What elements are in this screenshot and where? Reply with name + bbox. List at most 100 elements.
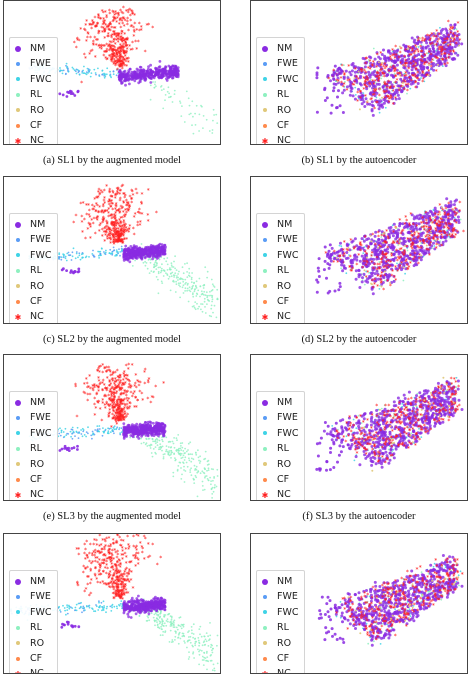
point-nc: * [421, 79, 424, 86]
point-rl [204, 306, 206, 308]
point-nc: * [428, 50, 431, 57]
point-rl [161, 438, 164, 441]
point-nc: * [402, 228, 405, 235]
point-fwc [59, 256, 61, 258]
point-nc: * [120, 62, 123, 69]
point-nc: * [95, 209, 98, 216]
point-rl [155, 437, 158, 440]
point-nc: * [125, 9, 128, 16]
point-nc: * [114, 193, 117, 200]
point-nc: * [110, 204, 113, 211]
point-nm [155, 68, 158, 72]
point-nc: * [128, 204, 131, 211]
point-nc: * [455, 211, 458, 218]
point-nm [427, 251, 431, 255]
point-nc: * [413, 51, 416, 58]
point-nc: * [112, 233, 115, 240]
point-fwc [65, 434, 68, 436]
point-nc: * [121, 19, 124, 26]
point-nc: * [147, 188, 150, 195]
point-nm [402, 253, 406, 257]
point-nm [399, 77, 403, 81]
point-nc: * [110, 43, 113, 50]
legend-label: NC [30, 311, 44, 323]
point-fwe [88, 70, 90, 73]
point-nc: * [97, 43, 100, 50]
point-nc: * [119, 239, 122, 246]
point-nc: * [96, 21, 99, 28]
point-nm [418, 213, 422, 217]
point-nc: * [123, 51, 126, 58]
point-nc: * [117, 209, 120, 216]
point-nc: * [410, 229, 413, 236]
point-nm [406, 84, 410, 88]
point-fwc [62, 69, 65, 72]
point-fwc [378, 284, 381, 287]
point-rl [161, 263, 163, 266]
point-nm [396, 58, 399, 62]
point-nm [412, 45, 415, 48]
point-nc: * [385, 260, 388, 267]
point-fwc [433, 245, 436, 247]
point-nm [333, 71, 337, 75]
point-nc: * [427, 225, 430, 232]
point-nc: * [359, 248, 362, 255]
point-rl [206, 469, 208, 472]
point-nc: * [114, 54, 117, 61]
legend: NM FWE FWC RL RO CF ✱ NC [9, 37, 58, 144]
point-nc: * [343, 73, 346, 80]
point-nc: * [359, 241, 362, 248]
point-nm [389, 52, 392, 55]
point-fwc [90, 434, 93, 437]
point-nm [125, 75, 128, 78]
point-nm [341, 111, 345, 114]
point-nc: * [120, 231, 123, 238]
point-fwe [65, 259, 68, 262]
point-fwe [58, 252, 61, 254]
point-nm [392, 253, 396, 257]
point-nm [372, 65, 376, 68]
point-nc: * [136, 223, 139, 230]
point-nm [363, 71, 367, 75]
point-nc: * [108, 8, 111, 15]
point-nm [355, 255, 359, 259]
point-nc: * [111, 189, 114, 196]
point-rl [178, 284, 180, 286]
point-nc: * [374, 88, 377, 95]
legend-label: FWC [277, 249, 299, 261]
point-nm [392, 51, 396, 55]
legend-item-ro: RO [257, 279, 304, 294]
point-nc: * [332, 68, 335, 75]
point-nm [67, 91, 71, 94]
point-nc: * [103, 226, 106, 233]
point-rl [211, 132, 214, 134]
point-fwe [87, 68, 90, 71]
point-nc: * [396, 258, 399, 265]
point-nc: * [113, 235, 116, 242]
point-rl [206, 303, 208, 305]
point-nc: * [348, 265, 351, 272]
legend-marker [10, 45, 26, 52]
point-nc: * [434, 211, 437, 218]
point-nc: * [365, 56, 368, 63]
point-nm [403, 55, 407, 59]
point-rl [164, 99, 166, 102]
point-nc: * [409, 253, 412, 260]
point-ro [440, 58, 442, 61]
point-nc: * [364, 78, 367, 85]
point-nc: * [406, 237, 409, 244]
point-fwc [343, 64, 345, 67]
point-nc: * [423, 62, 426, 69]
point-rl [190, 457, 193, 460]
point-rl [162, 88, 165, 90]
point-nc: * [444, 40, 447, 47]
point-nc: * [426, 73, 429, 80]
point-nm [426, 44, 430, 48]
point-nm [450, 46, 454, 50]
point-nc: * [415, 67, 418, 74]
point-nm [361, 246, 365, 250]
point-nc: * [439, 223, 442, 230]
point-nc: * [117, 233, 120, 240]
point-nc: * [359, 240, 362, 247]
point-nc: * [106, 221, 109, 228]
